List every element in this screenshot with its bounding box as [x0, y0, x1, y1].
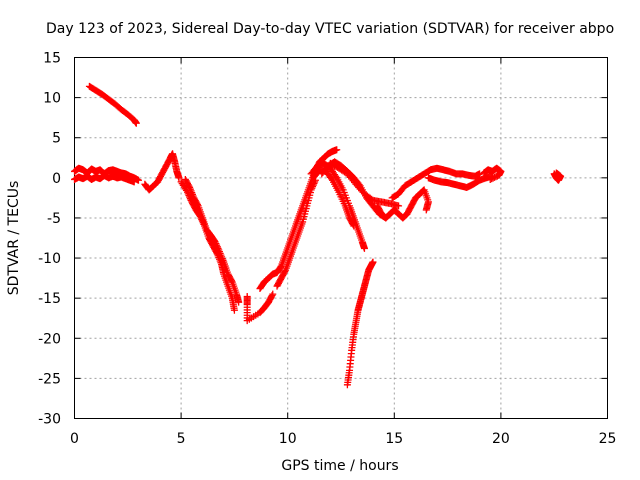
data-point [214, 244, 222, 252]
data-point [422, 206, 430, 214]
data-point [175, 174, 183, 182]
data-point [185, 182, 193, 190]
data-point [130, 178, 138, 186]
series-loop-4 [326, 159, 403, 210]
x-tick-label: 5 [177, 431, 186, 447]
data-point [476, 170, 484, 178]
data-point [310, 179, 318, 187]
y-tick-label: -15 [38, 291, 61, 307]
series-early-high [85, 82, 140, 127]
data-point [269, 290, 277, 298]
series-upper-track [388, 164, 484, 202]
y-tick-label: -25 [38, 371, 61, 387]
y-tick-label: -30 [38, 412, 61, 428]
data-point [333, 146, 341, 154]
grid-lines [74, 57, 608, 419]
series-deep-dip [343, 258, 377, 389]
x-tick-label: 25 [599, 431, 617, 447]
y-axis-label: SDTVAR / TECUs [6, 181, 22, 296]
data-point [281, 267, 289, 275]
data-point [268, 291, 276, 299]
data-point [134, 176, 142, 184]
series-late-flat [480, 164, 505, 183]
data-point [213, 241, 221, 249]
data-point [228, 277, 236, 285]
data-point [309, 181, 317, 189]
data-point [215, 246, 223, 254]
data-point [332, 172, 340, 180]
data-point [488, 175, 496, 183]
y-tick-label: -10 [38, 251, 61, 267]
plot-frame [74, 57, 608, 419]
series-end-cluster [550, 169, 565, 184]
data-point [307, 186, 315, 194]
data-point [350, 222, 358, 230]
y-tick-labels: 15 10 5 0 -5 -10 -15 -20 -25 -30 [38, 51, 61, 428]
x-tick-label: 15 [385, 431, 403, 447]
series-descent-b [181, 175, 243, 306]
data-point [486, 175, 494, 183]
data-point [212, 240, 220, 248]
data-point [395, 202, 403, 210]
series-bump-5h [141, 150, 183, 194]
y-tick-label: 0 [52, 171, 61, 187]
data-point [213, 243, 221, 251]
series-descent-a [177, 178, 238, 314]
data-point [309, 183, 317, 191]
data-point [277, 263, 285, 271]
data-point [369, 258, 377, 266]
series-flat-start-lower [71, 171, 138, 186]
series-recovery-b [273, 176, 319, 290]
axis-ticks [74, 57, 608, 419]
chart-title: Day 123 of 2023, Sidereal Day-to-day VTE… [46, 21, 614, 37]
data-point [308, 184, 316, 192]
y-tick-label: -5 [47, 211, 61, 227]
data-point [211, 238, 219, 246]
x-tick-label: 10 [279, 431, 297, 447]
data-point [132, 119, 140, 127]
x-tick-label: 20 [492, 431, 510, 447]
series-lower-track [424, 172, 496, 191]
data-point [360, 244, 368, 252]
y-tick-label: -20 [38, 331, 61, 347]
data-point [349, 221, 357, 229]
data-point [554, 171, 562, 179]
x-axis-label: GPS time / hours [281, 458, 398, 474]
data-points [71, 82, 565, 389]
y-tick-label: 5 [52, 131, 61, 147]
x-tick-label: 0 [70, 431, 79, 447]
y-tick-label: 15 [43, 51, 61, 67]
series-mid-cluster [373, 186, 432, 222]
data-point [230, 306, 238, 314]
series-minimum [243, 290, 277, 325]
data-point [193, 201, 201, 209]
x-tick-labels: 0 5 10 15 20 25 [70, 431, 616, 447]
y-tick-label: 10 [43, 91, 61, 107]
data-point [235, 298, 243, 306]
